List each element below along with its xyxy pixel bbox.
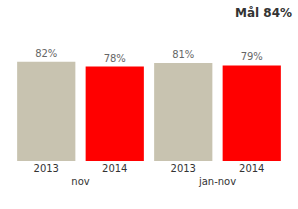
svg-text:2013: 2013 [171, 163, 196, 174]
svg-text:82%: 82% [35, 48, 57, 59]
svg-text:81%: 81% [172, 49, 194, 60]
svg-text:nov: nov [71, 176, 89, 187]
svg-text:78%: 78% [104, 53, 126, 64]
svg-text:2013: 2013 [34, 163, 59, 174]
svg-text:jan-nov: jan-nov [198, 176, 236, 187]
svg-text:2014: 2014 [102, 163, 127, 174]
svg-text:2014: 2014 [239, 163, 264, 174]
svg-text:79%: 79% [241, 51, 263, 62]
svg-text:Mål 84%: Mål 84% [235, 6, 292, 20]
